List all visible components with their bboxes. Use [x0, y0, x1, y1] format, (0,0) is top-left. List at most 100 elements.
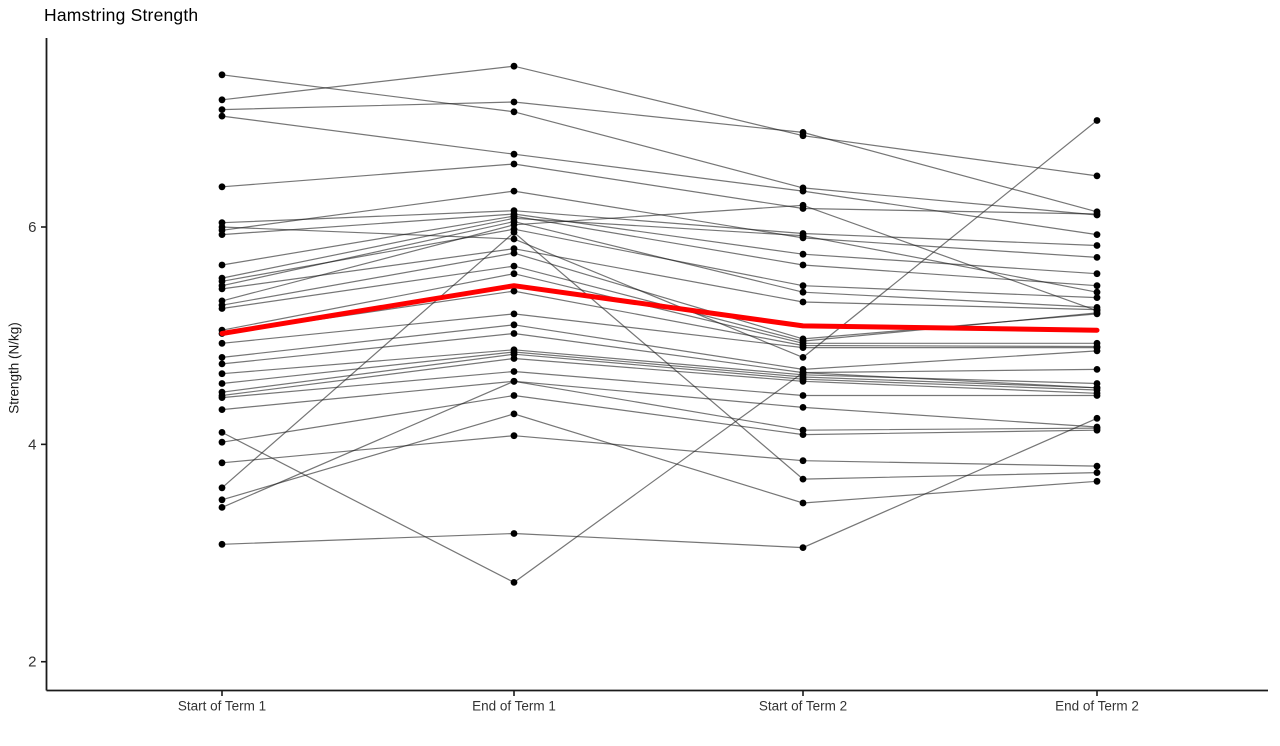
data-point [218, 360, 226, 368]
data-point [799, 282, 807, 290]
subject-line-S5 [221, 163, 1098, 215]
data-point [510, 235, 518, 243]
data-point [1093, 477, 1101, 485]
data-point [1093, 392, 1101, 399]
data-point [218, 496, 226, 504]
subject-line-S9 [221, 213, 1098, 275]
subject-line-S11 [221, 217, 1098, 293]
subject-line-S23 [221, 349, 1098, 385]
data-point [1093, 270, 1101, 278]
data-point [799, 344, 807, 351]
data-point [1093, 288, 1101, 296]
subject-line-S1 [221, 74, 1098, 216]
data-point [799, 129, 807, 136]
data-point [510, 530, 518, 537]
data-point [799, 250, 807, 258]
data-point [799, 298, 807, 306]
data-point [510, 432, 518, 440]
data-point [218, 540, 226, 548]
data-point [1093, 414, 1101, 422]
data-point [1093, 469, 1101, 476]
data-point [799, 426, 807, 434]
subject-line-S35 [221, 417, 1098, 549]
data-point [799, 404, 807, 411]
data-point [510, 262, 518, 270]
data-point [510, 321, 518, 329]
subject-line-S13 [221, 220, 1098, 308]
data-point [218, 354, 226, 361]
subject-line-S24 [221, 351, 1098, 389]
data-point [510, 98, 518, 106]
subject-line-S31 [221, 435, 1098, 467]
data-point [218, 504, 226, 511]
data-point [1093, 254, 1101, 261]
subject-line-S7 [221, 120, 1098, 359]
data-point [510, 249, 518, 257]
subject-line-S2 [221, 65, 1098, 177]
data-point [218, 106, 226, 113]
data-point [510, 287, 518, 295]
data-point [510, 310, 518, 318]
data-point [510, 62, 518, 70]
data-point [218, 394, 226, 401]
data-point [510, 160, 518, 168]
data-point [799, 544, 807, 551]
subject-line-S28 [221, 380, 1098, 428]
y-tick-label: 2 [28, 654, 36, 671]
data-point [510, 330, 518, 337]
data-point [799, 369, 807, 376]
data-point [1093, 117, 1101, 124]
subject-line-S30 [221, 394, 1098, 443]
data-point [799, 354, 807, 361]
subject-line-S14 [221, 248, 1098, 311]
subject-line-S26 [221, 357, 1098, 397]
data-point [799, 475, 807, 483]
data-point [1093, 462, 1101, 470]
data-point [218, 305, 226, 312]
data-point [799, 201, 807, 209]
subject-line-S3 [221, 101, 1098, 213]
x-tick-label: End of Term 1 [472, 699, 556, 714]
subject-line-S33 [221, 413, 1098, 504]
data-point [1093, 309, 1101, 317]
data-point [1093, 210, 1101, 218]
data-point [218, 183, 226, 191]
data-point [218, 370, 226, 378]
data-point [510, 108, 518, 116]
data-point [510, 410, 518, 418]
subject-line-S18 [221, 273, 1097, 344]
data-point [218, 406, 226, 413]
data-point [799, 288, 807, 296]
data-point [1093, 294, 1101, 301]
data-point [218, 285, 226, 293]
data-point [218, 71, 226, 79]
data-point [799, 499, 807, 507]
subject-line-S21 [221, 324, 1098, 371]
data-point [510, 150, 518, 158]
data-point [510, 579, 518, 586]
data-point [510, 377, 518, 385]
data-point [218, 261, 226, 269]
data-point [510, 270, 518, 278]
data-point [799, 392, 807, 399]
data-point [1093, 366, 1101, 373]
subject-line-S34 [221, 380, 1098, 508]
data-point [510, 187, 518, 195]
data-point [799, 377, 807, 385]
x-tick-label: Start of Term 2 [759, 699, 847, 714]
data-point [510, 368, 518, 375]
subject-line-S27 [221, 370, 1097, 399]
data-point [510, 392, 518, 399]
subject-line-S15 [221, 204, 1098, 312]
data-point [799, 187, 807, 195]
subject-line-S32 [221, 231, 1098, 489]
subject-line-S4 [221, 115, 1098, 236]
data-point [218, 484, 226, 492]
data-point [799, 457, 807, 465]
y-tick-label: 6 [28, 219, 36, 236]
y-tick-label: 4 [28, 436, 36, 453]
data-point [1093, 282, 1101, 290]
mean-line [219, 283, 1100, 336]
